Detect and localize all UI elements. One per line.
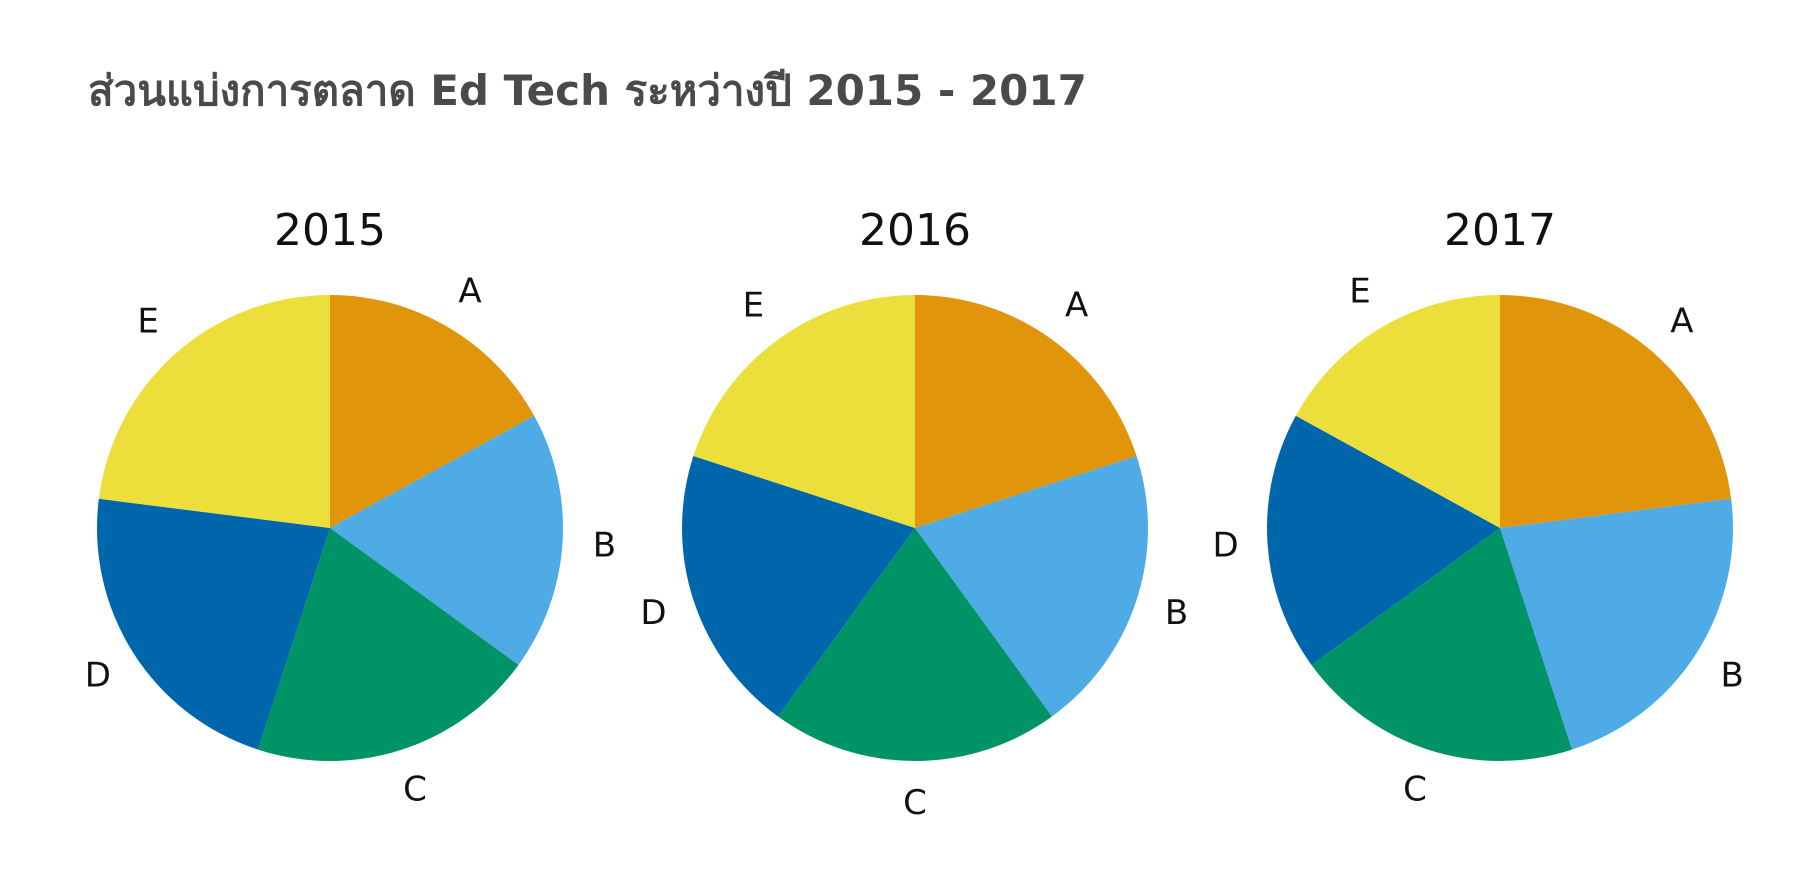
pie-slice-C xyxy=(1311,528,1572,762)
slice-label-D: D xyxy=(85,655,111,695)
pie-chart-2016: 2016 A B C D E xyxy=(640,205,1188,823)
slice-label-C: C xyxy=(903,783,927,823)
slice-label-A: A xyxy=(1670,302,1693,342)
pie-slice-E xyxy=(98,295,330,528)
pie-slice-B xyxy=(1500,498,1733,750)
chart-title: 2015 xyxy=(274,205,386,256)
pie-slice-D xyxy=(97,498,330,750)
slice-label-A: A xyxy=(458,271,481,311)
pie-chart-2015: 2015 A B C D E xyxy=(85,205,616,810)
slice-label-C: C xyxy=(403,770,427,810)
slice-label-B: B xyxy=(1721,655,1744,695)
pie-slice-B xyxy=(915,456,1149,717)
pie-chart-2017: 2017 A B C D E xyxy=(1212,205,1743,810)
pie-slice-C xyxy=(258,528,519,762)
slice-label-A: A xyxy=(1065,286,1088,326)
chart-title: 2017 xyxy=(1444,205,1556,256)
slice-label-E: E xyxy=(1349,271,1370,311)
page-title: ส่วนแบ่งการตลาด Ed Tech ระหว่างปี 2015 -… xyxy=(88,66,1087,115)
pie-slice-E xyxy=(693,295,915,528)
slice-label-D: D xyxy=(640,593,666,633)
pie-slice-D xyxy=(681,456,915,717)
pie-slice-A xyxy=(915,295,1137,528)
pie-slice-A xyxy=(1500,295,1732,528)
pie-slice-E xyxy=(1295,295,1500,528)
pie-slice-C xyxy=(778,528,1052,761)
slice-label-E: E xyxy=(137,302,158,342)
slice-label-B: B xyxy=(1165,593,1188,633)
slice-label-C: C xyxy=(1403,770,1427,810)
slice-label-E: E xyxy=(743,286,764,326)
pie-slice-D xyxy=(1267,415,1500,665)
chart-title: 2016 xyxy=(859,205,971,256)
pie-slice-A xyxy=(330,294,535,528)
pie-slice-B xyxy=(330,415,563,665)
slice-label-D: D xyxy=(1212,525,1238,565)
slice-label-B: B xyxy=(593,525,616,565)
